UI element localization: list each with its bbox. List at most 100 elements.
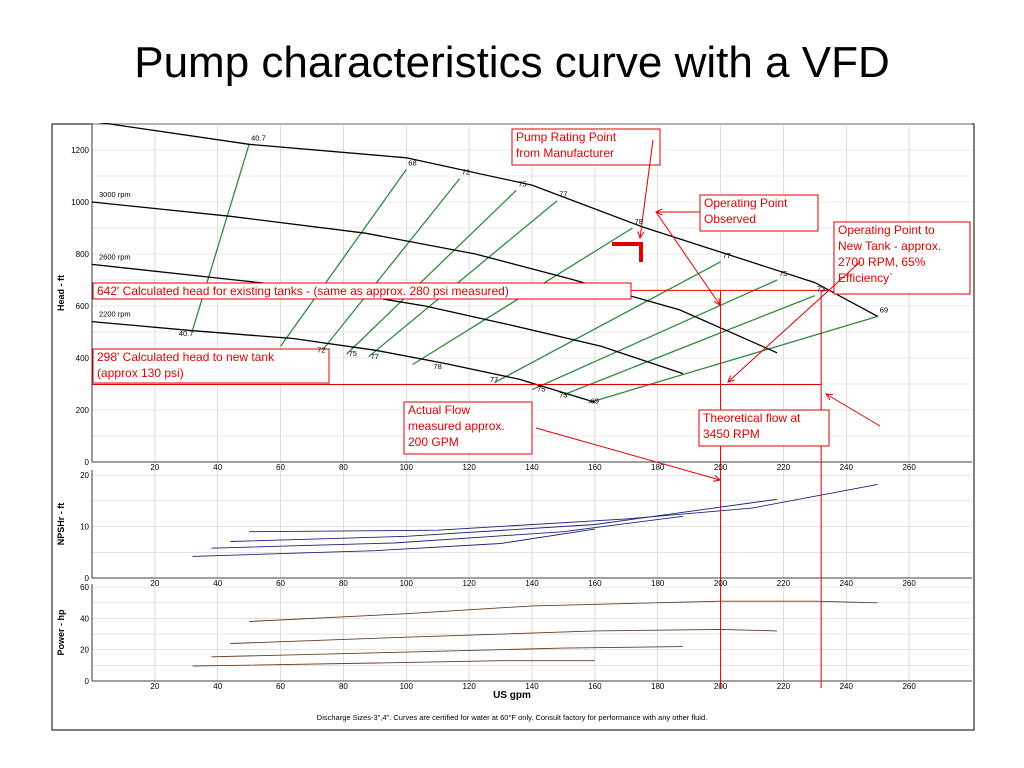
efficiency-line	[493, 261, 721, 384]
x-tick-label: 260	[902, 682, 916, 691]
y-axis-label-npsh: NPSHr - ft	[56, 503, 66, 546]
new-tank-head-label-box	[92, 348, 330, 384]
new-tank-operating-callout-box	[833, 221, 971, 295]
footnote: Discharge Sizes-3",4". Curves are certif…	[317, 713, 707, 722]
efficiency-line	[320, 178, 461, 352]
efficiency-value-label: 78	[433, 362, 441, 371]
efficiency-value-label: 77	[559, 190, 567, 199]
y-tick-label: 800	[76, 250, 90, 259]
efficiency-value-label: 75	[779, 269, 787, 278]
efficiency-value-label: 69	[591, 396, 599, 405]
efficiency-line	[563, 294, 816, 396]
annotations: 642' Calculated head for existing tanks …	[92, 128, 971, 688]
new-tank-head-label: 298' Calculated head to new tank (approx …	[97, 350, 275, 380]
x-tick-label: 60	[276, 579, 285, 588]
x-tick-label: 200	[714, 682, 728, 691]
npsh-curve	[230, 498, 778, 542]
x-tick-label: 40	[213, 463, 222, 472]
new-tank-operating-callout: Operating Point to	[838, 223, 935, 237]
head-curve	[91, 320, 596, 403]
new-tank-operating-callout: New Tank - approx.	[838, 239, 941, 253]
efficiency-line	[346, 189, 517, 355]
efficiency-line	[280, 169, 407, 347]
x-tick-label: 120	[462, 463, 476, 472]
x-tick-label: 20	[150, 463, 159, 472]
y-tick-label: 0	[85, 677, 90, 686]
x-tick-label: 220	[777, 463, 791, 472]
y-tick-label: 0	[85, 574, 90, 583]
theoretical-flow-callout: 3450 RPM	[703, 427, 760, 441]
head-curve	[91, 201, 778, 354]
head-curve-label: 3000 rpm	[99, 190, 131, 199]
npsh-curve	[249, 483, 878, 533]
actual-flow-callout-box	[403, 401, 533, 455]
performance-curves	[91, 120, 879, 667]
callout-arrowhead	[727, 375, 735, 383]
x-tick-label: 20	[150, 682, 159, 691]
callout-arrow	[535, 427, 721, 481]
operating-point-callout-box	[699, 194, 819, 232]
efficiency-value-label: 77	[490, 375, 498, 384]
x-tick-label: 60	[276, 463, 285, 472]
x-tick-label: 240	[840, 682, 854, 691]
efficiency-value-label: 75	[537, 385, 545, 394]
x-tick-label: 180	[651, 682, 665, 691]
x-tick-label: 220	[777, 682, 791, 691]
efficiency-value-label: 40.7	[251, 133, 266, 142]
efficiency-value-label: 69	[880, 305, 888, 314]
chart-svg: 642' Calculated head for existing tanks …	[51, 109, 975, 731]
x-tick-label: 200	[714, 579, 728, 588]
pump-rating-callout: Pump Rating Point	[516, 130, 617, 144]
efficiency-line	[368, 200, 558, 358]
actual-flow-callout: 200 GPM	[408, 435, 459, 449]
power-curve	[230, 628, 778, 644]
efficiency-value-label: 72	[317, 346, 325, 355]
x-tick-label: 160	[588, 463, 602, 472]
y-tick-label: 1000	[71, 198, 89, 207]
new-tank-operating-callout: 2700 RPM, 65%	[838, 255, 926, 269]
efficiency-value-label: 72	[462, 168, 470, 177]
x-tick-label: 160	[588, 682, 602, 691]
efficiency-value-label: 68	[408, 159, 416, 168]
x-tick-label: 60	[276, 682, 285, 691]
efficiency-value-label: 40.7	[179, 329, 194, 338]
x-tick-label: 260	[902, 579, 916, 588]
head-curve	[91, 120, 879, 317]
npsh-curve	[211, 515, 683, 549]
x-tick-label: 40	[213, 579, 222, 588]
power-curve	[211, 646, 683, 658]
pump-rating-callout: from Manufacturer	[516, 146, 614, 160]
x-tick-label: 80	[339, 682, 348, 691]
y-tick-label: 10	[80, 523, 89, 532]
y-tick-label: 20	[80, 646, 89, 655]
y-tick-label: 400	[76, 354, 90, 363]
y-tick-label: 60	[80, 583, 89, 592]
efficiency-value-label: 73	[559, 390, 567, 399]
callout-arrow	[639, 139, 654, 239]
new-tank-operating-callout: Efficiency`	[838, 271, 893, 285]
x-tick-label: 80	[339, 463, 348, 472]
y-tick-label: 40	[80, 614, 89, 623]
callout-arrowhead	[713, 298, 721, 306]
power-curve	[249, 600, 878, 622]
x-tick-label: 140	[525, 579, 539, 588]
callout-arrow	[825, 393, 881, 427]
x-tick-label: 100	[400, 682, 414, 691]
theoretical-flow-callout-box	[698, 409, 830, 447]
x-tick-label: 80	[339, 579, 348, 588]
x-tick-label: 100	[400, 579, 414, 588]
pump-rating-callout-box	[511, 128, 661, 166]
efficiency-value-label: 75	[349, 349, 357, 358]
y-tick-label: 200	[76, 406, 90, 415]
callout-arrowhead	[825, 393, 834, 401]
x-tick-label: 220	[777, 579, 791, 588]
x-tick-label: 180	[651, 579, 665, 588]
callout-arrow	[727, 261, 861, 383]
efficiency-line	[588, 315, 878, 404]
efficiency-value-label: 78	[635, 217, 643, 226]
x-tick-label: 140	[525, 682, 539, 691]
x-axis-label: US gpm	[493, 690, 531, 701]
x-tick-label: 100	[400, 463, 414, 472]
x-tick-label: 200	[714, 463, 728, 472]
efficiency-value-label: 77	[723, 251, 731, 260]
